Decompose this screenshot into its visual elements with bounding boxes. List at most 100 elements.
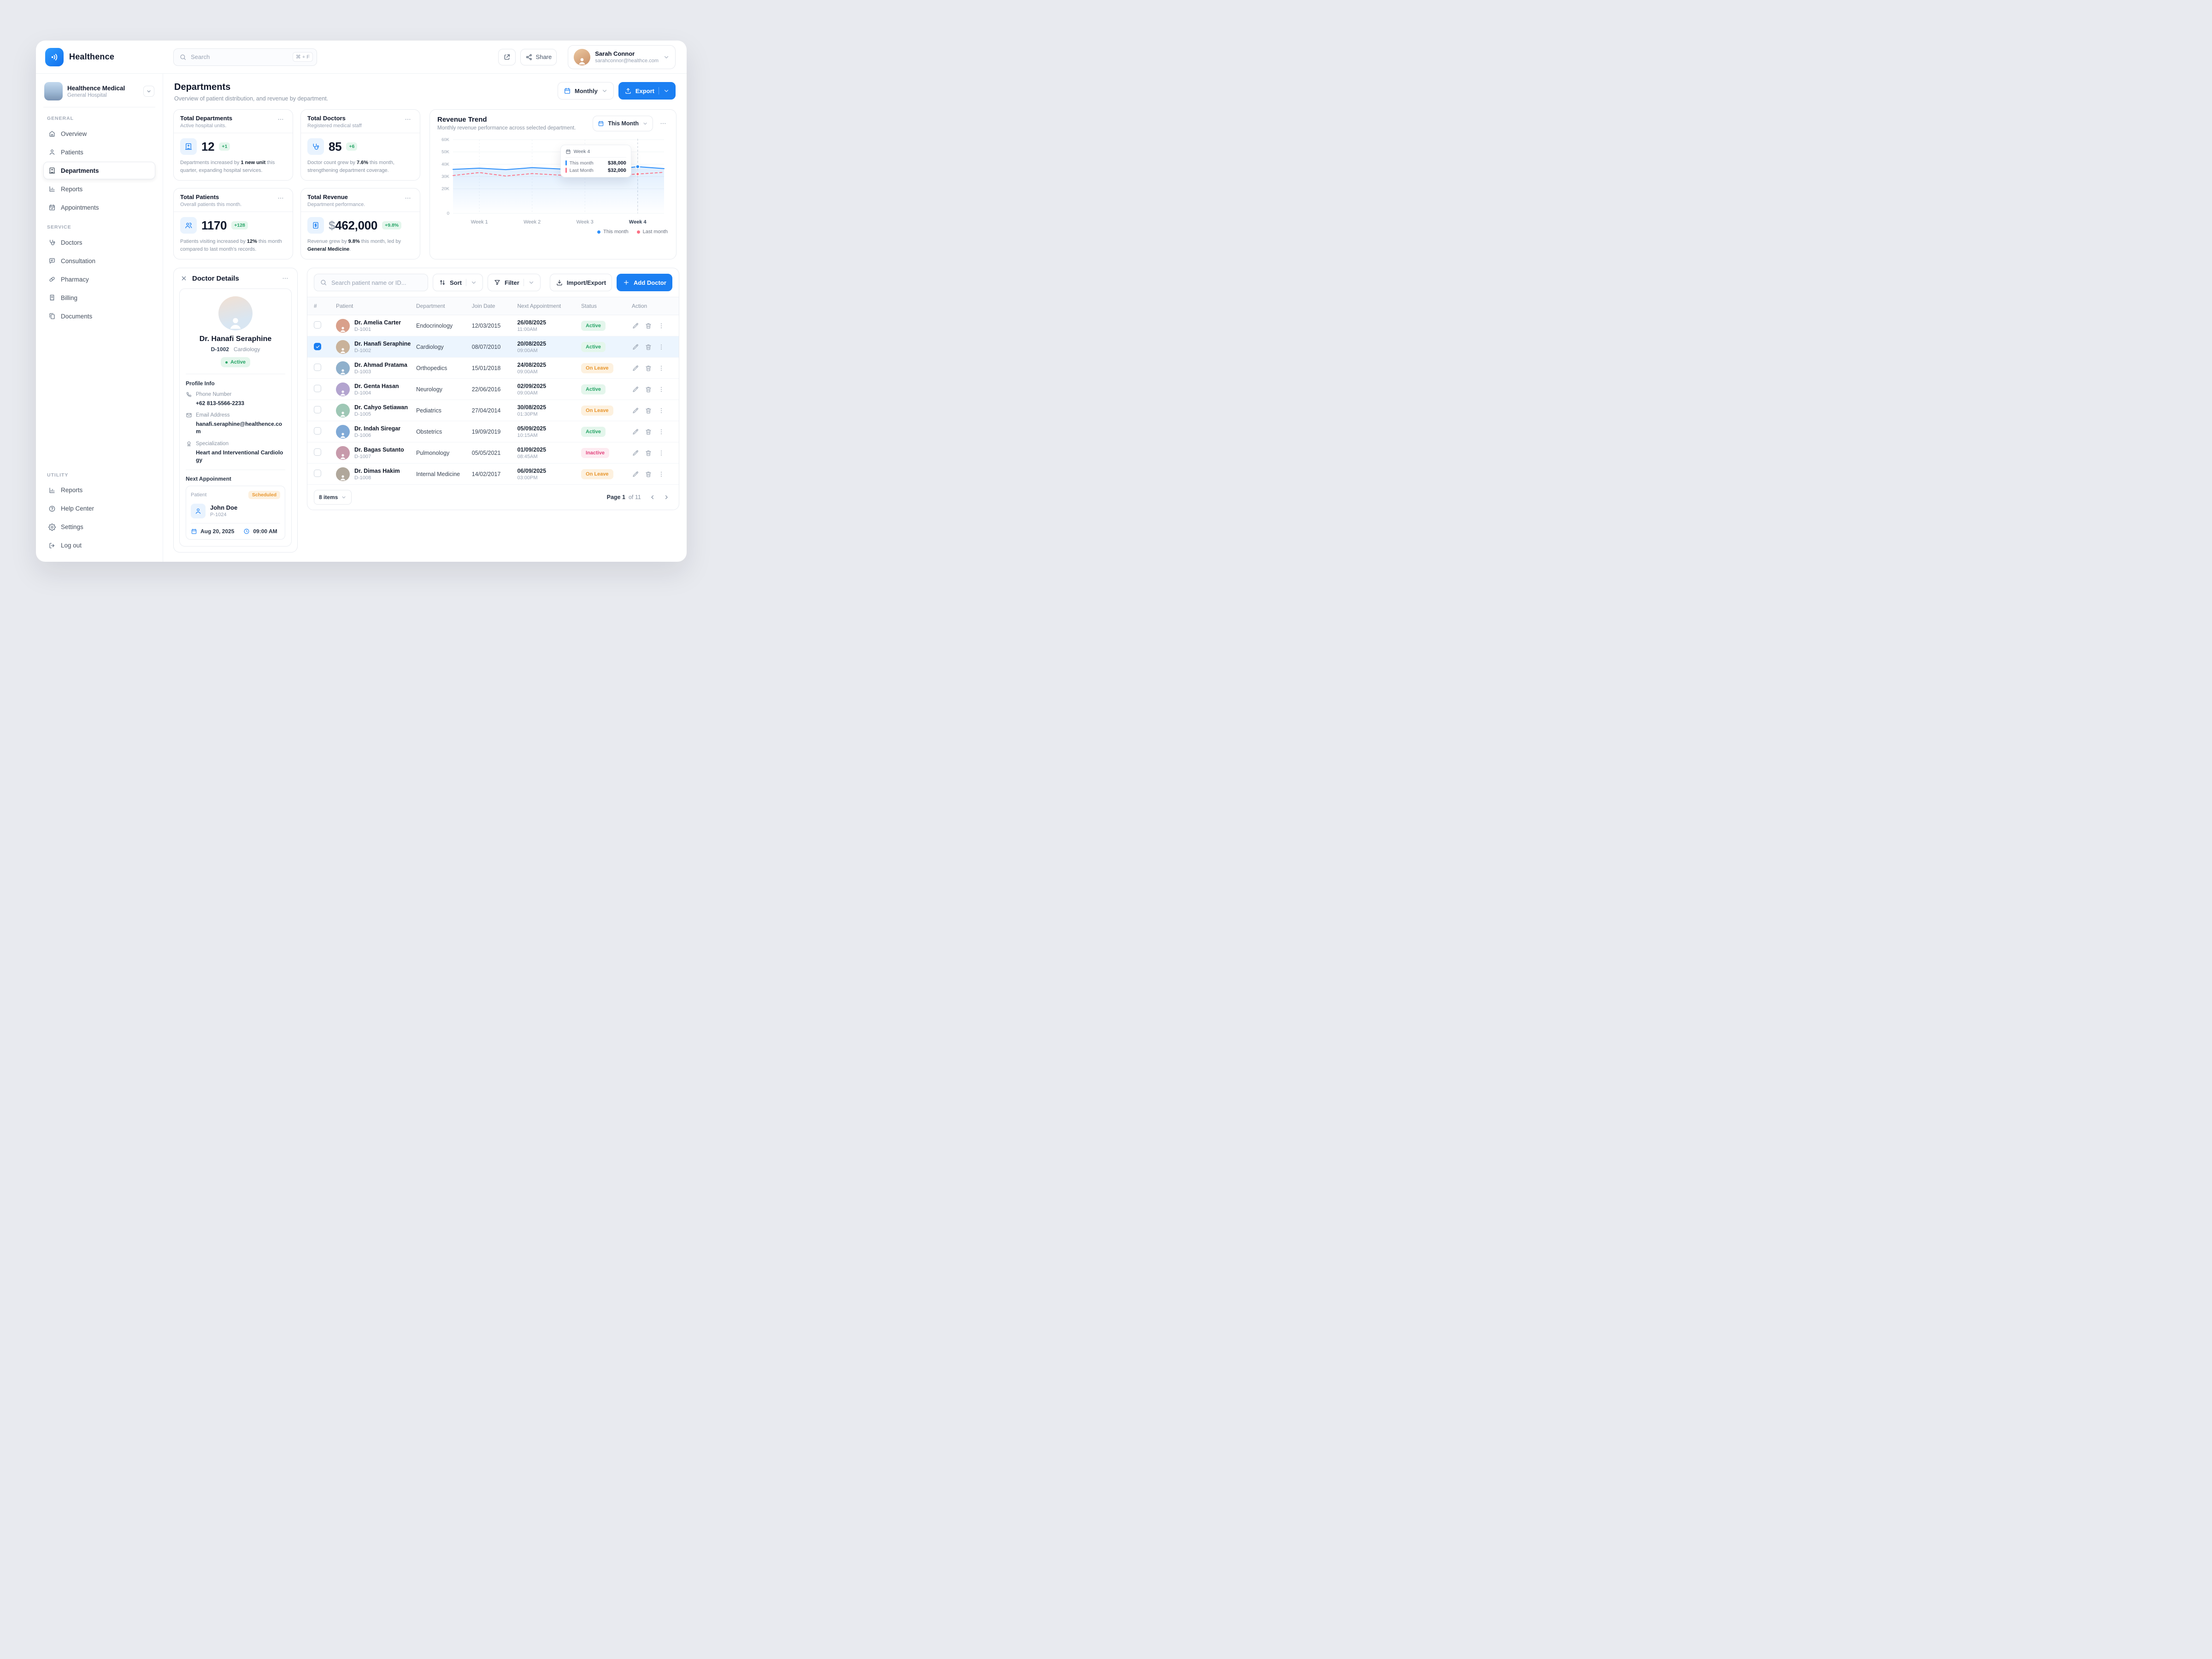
- sidebar-item-reports[interactable]: Reports: [43, 482, 155, 499]
- sidebar-item-appointments[interactable]: Appointments: [43, 199, 155, 216]
- stat-menu-button[interactable]: [275, 194, 286, 203]
- row-checkbox[interactable]: [314, 406, 321, 413]
- delete-button[interactable]: [645, 386, 652, 393]
- table-row[interactable]: Dr. Cahyo Setiawan D-1005 Pediatrics 27/…: [307, 400, 679, 421]
- edit-button[interactable]: [632, 471, 639, 478]
- stat-menu-button[interactable]: [402, 115, 413, 124]
- edit-button[interactable]: [632, 322, 639, 329]
- sort-button[interactable]: Sort: [433, 274, 483, 291]
- sidebar-item-departments[interactable]: Departments: [43, 162, 155, 179]
- sidebar-item-pharmacy[interactable]: Pharmacy: [43, 271, 155, 288]
- table-row[interactable]: Dr. Hanafi Seraphine D-1002 Cardiology 0…: [307, 336, 679, 358]
- doctor-row-name: Dr. Hanafi Seraphine: [354, 340, 411, 347]
- row-checkbox[interactable]: [314, 448, 321, 456]
- stat-menu-button[interactable]: [402, 194, 413, 203]
- row-menu-button[interactable]: [658, 365, 665, 372]
- org-chevron-button[interactable]: [143, 86, 154, 97]
- row-menu-button[interactable]: [658, 322, 665, 329]
- open-external-button[interactable]: [498, 48, 516, 65]
- sidebar-item-billing[interactable]: Billing: [43, 289, 155, 306]
- search-input[interactable]: [191, 53, 288, 60]
- sidebar-item-overview[interactable]: Overview: [43, 125, 155, 142]
- doctor-row-name: Dr. Genta Hasan: [354, 382, 399, 389]
- items-per-page[interactable]: 8 items: [314, 490, 352, 505]
- table-search-input[interactable]: [331, 279, 424, 286]
- row-menu-button[interactable]: [658, 343, 665, 351]
- delete-button[interactable]: [645, 343, 652, 351]
- doctor-card-menu-button[interactable]: [280, 274, 291, 283]
- add-doctor-button[interactable]: Add Doctor: [617, 274, 672, 291]
- doctor-row-appointment-date: 24/08/2025: [517, 361, 547, 368]
- brand-name: Healthence: [69, 52, 115, 61]
- row-menu-button[interactable]: [658, 407, 665, 414]
- table-row[interactable]: Dr. Bagas Sutanto D-1007 Pulmonology 05/…: [307, 442, 679, 464]
- delete-button[interactable]: [645, 365, 652, 372]
- status-dot: [225, 361, 228, 364]
- table-row[interactable]: Dr. Ahmad Pratama D-1003 Orthopedics 15/…: [307, 358, 679, 379]
- row-menu-button[interactable]: [658, 449, 665, 457]
- row-checkbox[interactable]: [314, 385, 321, 392]
- scheduled-badge: Scheduled: [248, 490, 280, 499]
- table-row[interactable]: Dr. Dimas Hakim D-1008 Internal Medicine…: [307, 464, 679, 485]
- row-checkbox[interactable]: [314, 343, 321, 351]
- sidebar-item-patients[interactable]: Patients: [43, 143, 155, 161]
- row-checkbox[interactable]: [314, 427, 321, 435]
- profile-field-email-address: Email Address hanafi.seraphine@healthenc…: [186, 412, 285, 435]
- edit-button[interactable]: [632, 343, 639, 351]
- prev-page-button[interactable]: [647, 491, 659, 503]
- sidebar-item-doctors[interactable]: Doctors: [43, 234, 155, 251]
- edit-button[interactable]: [632, 386, 639, 393]
- period-select[interactable]: Monthly: [558, 82, 614, 100]
- org-selector[interactable]: Healthence Medical General Hospital: [43, 81, 155, 107]
- chart-range-select[interactable]: This Month: [593, 116, 653, 131]
- row-checkbox[interactable]: [314, 364, 321, 371]
- delete-button[interactable]: [645, 471, 652, 478]
- row-menu-button[interactable]: [658, 428, 665, 435]
- sidebar-item-consultation[interactable]: Consultation: [43, 252, 155, 270]
- global-search[interactable]: ⌘ + F: [173, 48, 317, 66]
- gear-icon: [48, 524, 56, 531]
- edit-button[interactable]: [632, 449, 639, 457]
- table-row[interactable]: Dr. Indah Siregar D-1006 Obstetrics 19/0…: [307, 421, 679, 442]
- row-checkbox[interactable]: [314, 321, 321, 329]
- delete-button[interactable]: [645, 449, 652, 457]
- delete-button[interactable]: [645, 407, 652, 414]
- sidebar-item-help-center[interactable]: Help Center: [43, 500, 155, 518]
- person-icon: [577, 56, 587, 65]
- sidebar-item-documents[interactable]: Documents: [43, 307, 155, 325]
- edit-button[interactable]: [632, 407, 639, 414]
- next-page-button[interactable]: [660, 491, 672, 503]
- phone-icon: [186, 391, 192, 398]
- doctor-row-appointment-time: 09:00AM: [517, 369, 538, 375]
- revenue-menu-button[interactable]: [658, 119, 669, 128]
- table-row[interactable]: Dr. Genta Hasan D-1004 Neurology 22/06/2…: [307, 379, 679, 400]
- revenue-subtitle: Monthly revenue performance across selec…: [437, 125, 576, 131]
- sidebar-item-settings[interactable]: Settings: [43, 518, 155, 536]
- table-search[interactable]: [314, 274, 428, 291]
- row-checkbox[interactable]: [314, 470, 321, 477]
- status-badge: On Leave: [581, 469, 613, 479]
- sidebar-item-reports[interactable]: Reports: [43, 180, 155, 198]
- close-button[interactable]: [180, 275, 188, 282]
- row-menu-button[interactable]: [658, 386, 665, 393]
- edit-button[interactable]: [632, 428, 639, 435]
- delete-button[interactable]: [645, 428, 652, 435]
- stat-menu-button[interactable]: [275, 115, 286, 124]
- sidebar-item-log-out[interactable]: Log out: [43, 537, 155, 554]
- user-menu[interactable]: Sarah Connor sarahconnor@healthce.com: [568, 45, 676, 69]
- stat-card-total-doctors: Total Doctors Registered medical staff 8…: [300, 109, 420, 181]
- edit-button[interactable]: [632, 365, 639, 372]
- row-menu-button[interactable]: [658, 471, 665, 478]
- stat-description: Doctor count grew by 7.6% this month, st…: [307, 160, 394, 173]
- kebab-icon: [658, 386, 665, 393]
- brand: Healthence: [45, 47, 163, 66]
- import-export-button[interactable]: Import/Export: [549, 274, 612, 291]
- stat-value: 12: [201, 139, 215, 153]
- share-button[interactable]: Share: [520, 48, 557, 65]
- export-button[interactable]: Export: [618, 82, 676, 100]
- users-icon: [184, 221, 193, 229]
- delete-button[interactable]: [645, 322, 652, 329]
- filter-button[interactable]: Filter: [488, 274, 541, 291]
- table-row[interactable]: Dr. Amelia Carter D-1001 Endocrinology 1…: [307, 315, 679, 336]
- doctor-row-avatar: [336, 424, 350, 439]
